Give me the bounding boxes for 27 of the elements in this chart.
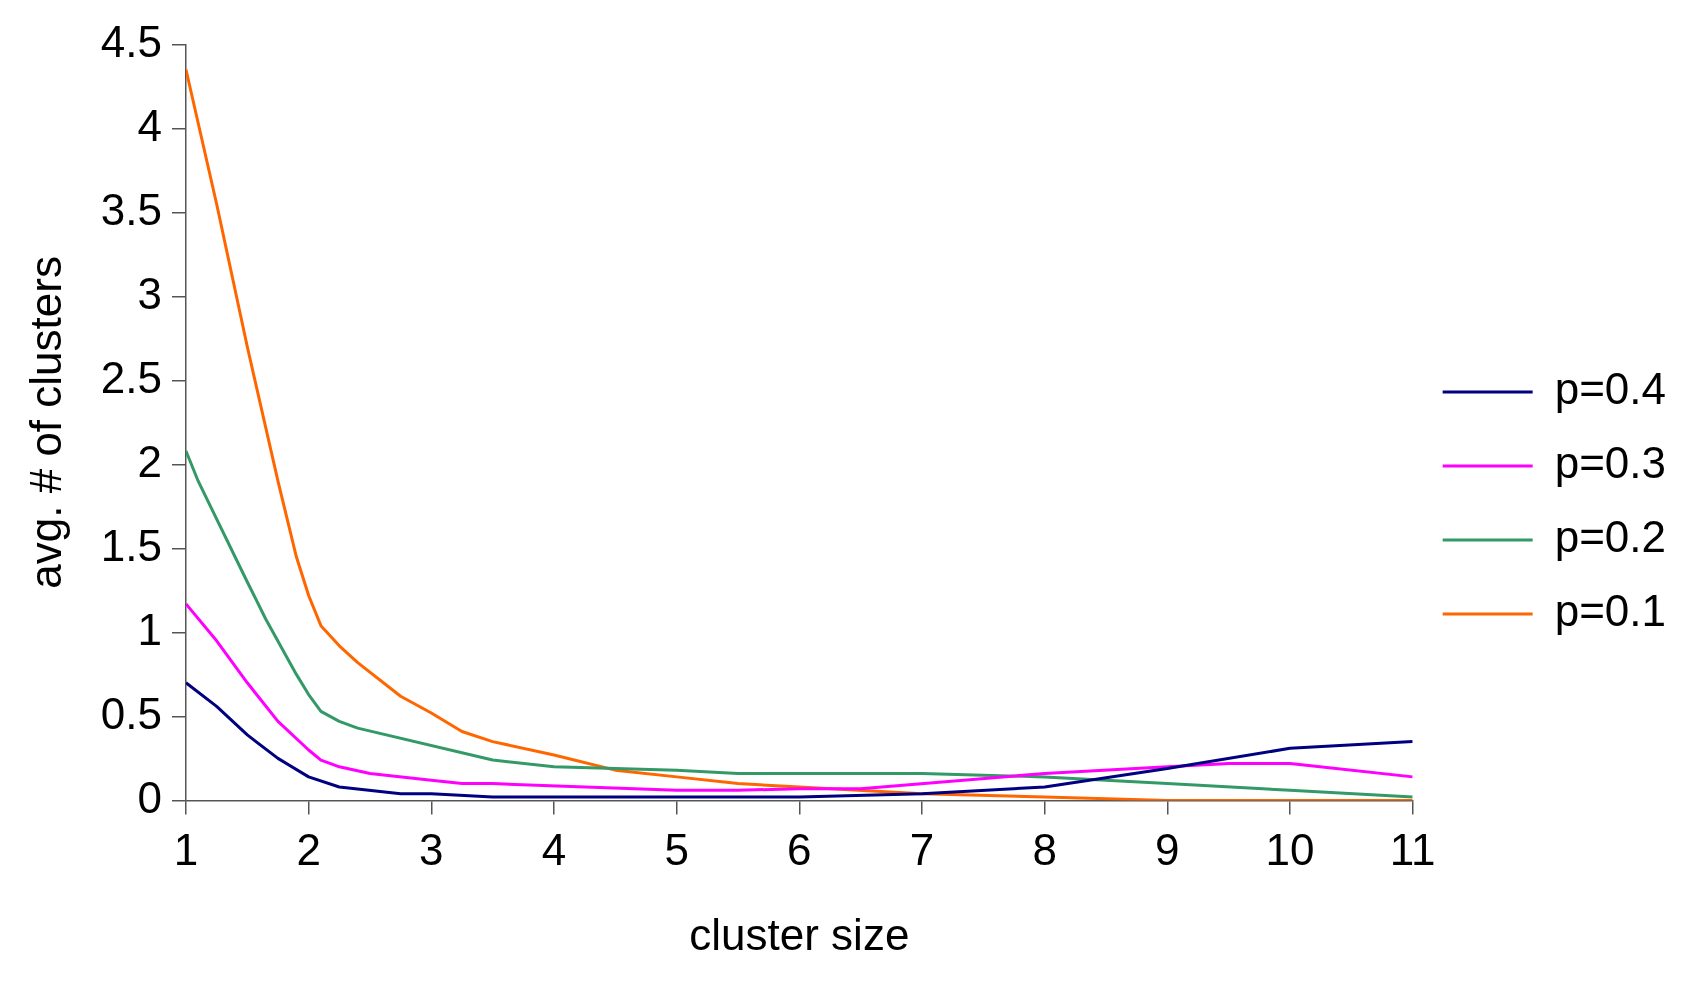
y-tick-label: 3: [137, 268, 162, 318]
x-tick-label: 5: [664, 824, 689, 874]
x-axis-title: cluster size: [689, 909, 910, 959]
x-tick-label: 8: [1032, 824, 1057, 874]
x-tick-label: 11: [1389, 824, 1436, 874]
legend-label: p=0.3: [1554, 438, 1667, 488]
x-tick-label: 6: [787, 824, 812, 874]
x-tick-label: 1: [173, 824, 199, 874]
legend-label: p=0.2: [1554, 512, 1667, 562]
x-tick-label: 4: [541, 824, 567, 874]
y-tick-label: 0: [137, 772, 162, 822]
x-tick-label: 2: [296, 824, 321, 874]
y-tick-label: 4: [137, 100, 162, 150]
y-tick-label: 4.5: [100, 16, 162, 66]
y-tick-label: 2.5: [100, 352, 162, 402]
legend-label: p=0.4: [1554, 364, 1667, 414]
y-tick-label: 1: [137, 604, 162, 654]
x-tick-label: 3: [419, 824, 444, 874]
x-tick-label: 7: [909, 824, 935, 874]
y-tick-label: 1.5: [100, 520, 162, 570]
y-tick-label: 0.5: [100, 688, 162, 738]
x-tick-label: 10: [1265, 824, 1315, 874]
y-axis-title: avg. # of clusters: [20, 256, 70, 589]
legend-label: p=0.1: [1554, 586, 1667, 636]
x-tick-label: 9: [1155, 824, 1180, 874]
y-tick-label: 3.5: [100, 184, 162, 234]
y-tick-label: 2: [137, 436, 162, 486]
